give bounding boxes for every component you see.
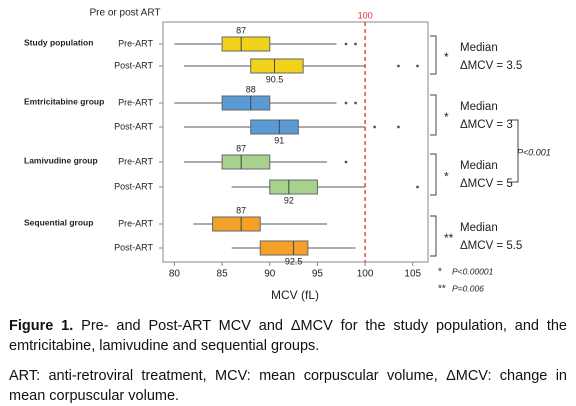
row-label: Post-ART bbox=[114, 121, 153, 131]
row-label: Pre-ART bbox=[118, 218, 153, 228]
box bbox=[221, 95, 271, 111]
note: Median bbox=[460, 160, 498, 172]
footnote-stars: * bbox=[438, 267, 442, 278]
box bbox=[212, 216, 261, 232]
flier bbox=[373, 125, 377, 129]
median-label: 90.5 bbox=[266, 74, 284, 84]
box bbox=[221, 36, 271, 52]
x-tick-label: 100 bbox=[357, 269, 374, 280]
row-header: Pre or post ART bbox=[90, 8, 161, 19]
group-label: Sequential group bbox=[24, 217, 93, 227]
group-bracket bbox=[430, 35, 437, 75]
stars: * bbox=[444, 110, 449, 124]
flier bbox=[416, 64, 419, 68]
median-label: 91 bbox=[274, 135, 284, 145]
box bbox=[250, 58, 304, 74]
caption-label: Figure 1. bbox=[9, 318, 74, 334]
flier bbox=[354, 101, 357, 105]
group-label: Lamivudine group bbox=[24, 155, 98, 165]
note: ΔMCV = 3 bbox=[460, 119, 513, 131]
median-label: 92 bbox=[284, 195, 294, 205]
footnote-stars: ** bbox=[438, 284, 446, 295]
note: Median bbox=[460, 222, 498, 234]
flier bbox=[344, 101, 348, 105]
row-label: Post-ART bbox=[114, 60, 153, 70]
row-label: Pre-ART bbox=[118, 156, 153, 166]
group-label: Study population bbox=[24, 37, 93, 47]
row-label: Post-ART bbox=[114, 242, 153, 252]
flier bbox=[344, 42, 348, 46]
x-axis-title: MCV (fL) bbox=[271, 288, 319, 302]
stars: * bbox=[444, 50, 449, 64]
caption: Figure 1. Pre- and Post-ART MCV and ΔMCV… bbox=[9, 316, 567, 356]
note: Median bbox=[460, 42, 498, 54]
group-bracket bbox=[430, 153, 437, 196]
row-label: Pre-ART bbox=[118, 38, 153, 48]
median-label: 87 bbox=[236, 25, 246, 35]
footnote: P<0.00001 bbox=[452, 266, 494, 276]
box bbox=[221, 154, 271, 170]
note: ΔMCV = 5 bbox=[460, 178, 513, 190]
box bbox=[250, 119, 299, 135]
box bbox=[269, 179, 318, 195]
footnote: P=0.006 bbox=[452, 283, 484, 293]
median-label: 88 bbox=[246, 84, 256, 94]
chart: Pre or post ART MCV (fL) P<0.001 80 85 90 9… bbox=[24, 8, 551, 303]
row-label: Post-ART bbox=[114, 181, 153, 191]
group-bracket bbox=[430, 215, 437, 257]
median-label: 87 bbox=[236, 143, 246, 153]
box bbox=[259, 240, 309, 256]
note: ΔMCV = 5.5 bbox=[460, 240, 522, 252]
x-tick-label: 95 bbox=[312, 269, 324, 280]
flier bbox=[397, 64, 400, 68]
median-label: 87 bbox=[236, 205, 246, 215]
x-tick-label: 80 bbox=[169, 269, 181, 280]
plot-frame bbox=[162, 21, 429, 263]
caption-note: ART: anti-retroviral treatment, MCV: mea… bbox=[9, 368, 567, 404]
flier bbox=[354, 42, 357, 46]
group-bracket bbox=[430, 94, 437, 136]
x-tick-label: 90 bbox=[264, 269, 276, 280]
between-bracket bbox=[510, 119, 519, 183]
group-label: Emtricitabine group bbox=[24, 96, 104, 106]
caption-text: Pre- and Post-ART MCV and ΔMCV for the s… bbox=[9, 318, 567, 354]
median-label: 92.5 bbox=[285, 256, 303, 266]
stars: ** bbox=[444, 231, 454, 245]
flier bbox=[416, 185, 419, 189]
flier bbox=[344, 160, 348, 164]
ref-label: 100 bbox=[358, 10, 373, 20]
x-tick-label: 105 bbox=[404, 269, 421, 280]
note: Median bbox=[460, 101, 498, 113]
p-value: P<0.001 bbox=[517, 147, 551, 157]
stars: * bbox=[444, 170, 449, 184]
row-label: Pre-ART bbox=[118, 97, 153, 107]
flier bbox=[397, 125, 400, 129]
note: ΔMCV = 3.5 bbox=[460, 60, 522, 72]
x-tick-label: 85 bbox=[217, 269, 229, 280]
